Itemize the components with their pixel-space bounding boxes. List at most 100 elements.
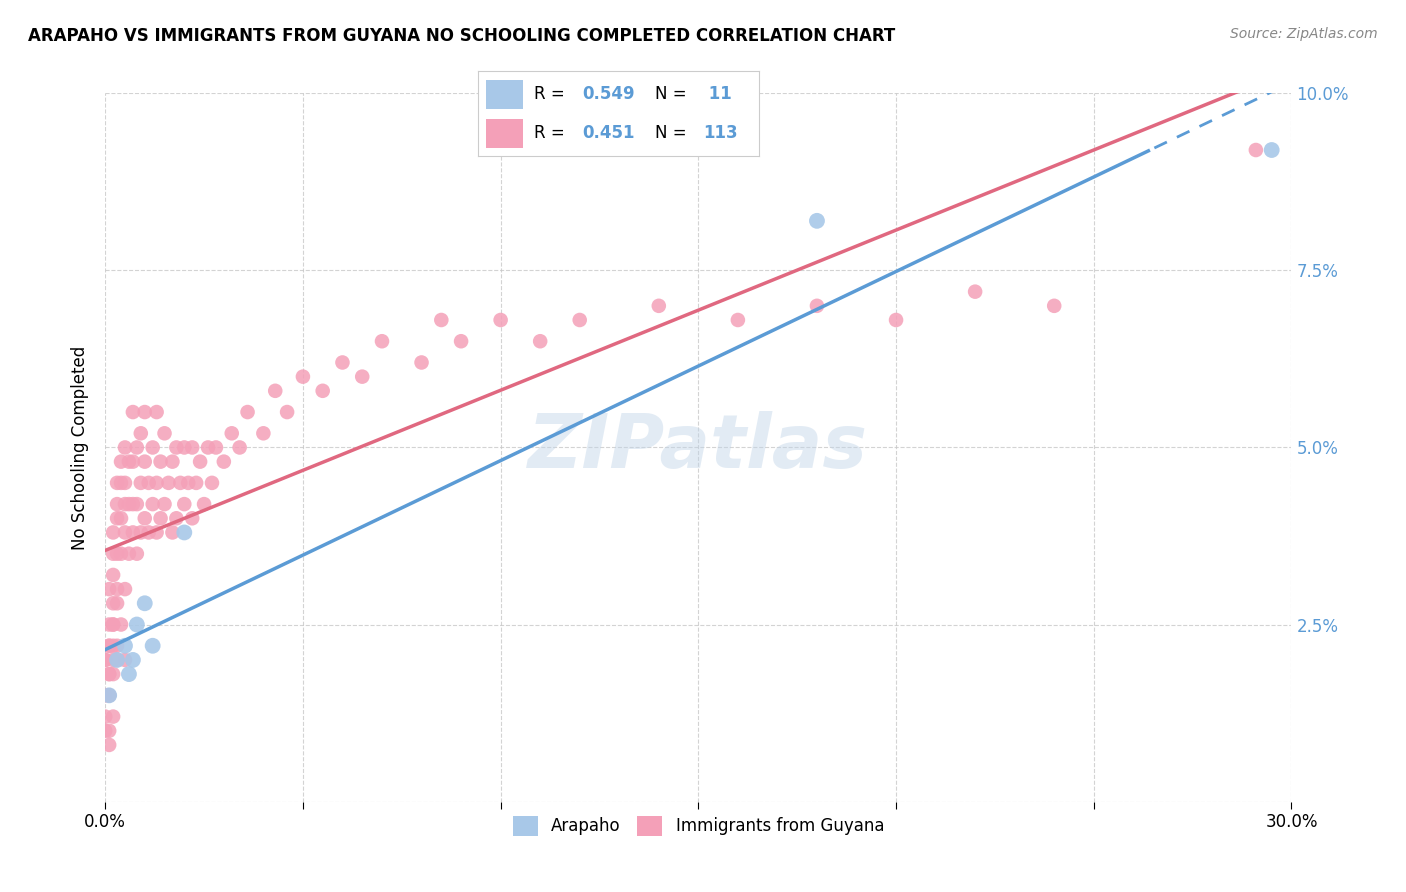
Point xyxy=(205,441,228,455)
Point xyxy=(173,497,195,511)
Point xyxy=(114,525,136,540)
Point xyxy=(162,455,184,469)
Point xyxy=(129,426,152,441)
Point xyxy=(118,497,141,511)
Point xyxy=(118,547,141,561)
Point xyxy=(105,511,128,525)
Point xyxy=(162,525,184,540)
Point xyxy=(122,653,145,667)
Point xyxy=(105,653,128,667)
Y-axis label: No Schooling Completed: No Schooling Completed xyxy=(72,345,89,549)
Point xyxy=(114,582,136,596)
Point xyxy=(332,355,354,369)
Point xyxy=(291,369,314,384)
Point xyxy=(94,653,117,667)
Point xyxy=(1260,143,1282,157)
Point xyxy=(165,511,187,525)
Point xyxy=(110,455,132,469)
Point xyxy=(122,455,145,469)
Point xyxy=(276,405,298,419)
Point xyxy=(98,738,121,752)
Point xyxy=(105,582,128,596)
Point xyxy=(648,299,671,313)
Point xyxy=(101,639,124,653)
Point xyxy=(149,455,172,469)
Point xyxy=(411,355,433,369)
Point xyxy=(186,475,208,490)
Point xyxy=(105,653,128,667)
Point xyxy=(430,313,453,327)
Point xyxy=(142,639,165,653)
Point xyxy=(965,285,987,299)
Text: 0.451: 0.451 xyxy=(582,124,634,142)
Point xyxy=(125,547,148,561)
FancyBboxPatch shape xyxy=(486,80,523,109)
Point xyxy=(101,568,124,582)
Point xyxy=(134,405,156,419)
Point xyxy=(114,639,136,653)
Point xyxy=(134,596,156,610)
Point xyxy=(727,313,749,327)
Point xyxy=(118,667,141,681)
Point xyxy=(122,497,145,511)
Point xyxy=(101,709,124,723)
Point xyxy=(105,639,128,653)
Point xyxy=(188,455,211,469)
Point xyxy=(529,334,551,349)
Point xyxy=(114,497,136,511)
Point xyxy=(173,525,195,540)
Point xyxy=(142,441,165,455)
Point xyxy=(201,475,224,490)
Text: R =: R = xyxy=(534,86,571,103)
Point xyxy=(165,441,187,455)
Point xyxy=(352,369,374,384)
Point xyxy=(114,475,136,490)
Point xyxy=(105,596,128,610)
Point xyxy=(98,617,121,632)
Point xyxy=(105,497,128,511)
Point xyxy=(450,334,472,349)
Point xyxy=(98,582,121,596)
Point xyxy=(101,596,124,610)
Point xyxy=(212,455,235,469)
Point xyxy=(110,617,132,632)
Point xyxy=(252,426,274,441)
Point xyxy=(110,511,132,525)
Point xyxy=(101,617,124,632)
Point xyxy=(105,547,128,561)
Text: 11: 11 xyxy=(703,86,731,103)
Point xyxy=(122,525,145,540)
Legend: Arapaho, Immigrants from Guyana: Arapaho, Immigrants from Guyana xyxy=(506,809,891,843)
Point xyxy=(98,689,121,703)
Point xyxy=(371,334,394,349)
Point xyxy=(125,497,148,511)
Point xyxy=(236,405,259,419)
Point xyxy=(169,475,191,490)
Point xyxy=(94,709,117,723)
Point xyxy=(125,441,148,455)
Point xyxy=(193,497,215,511)
Point xyxy=(94,723,117,738)
Point xyxy=(138,475,160,490)
Point xyxy=(145,405,167,419)
Point xyxy=(173,441,195,455)
Point xyxy=(98,689,121,703)
Point xyxy=(1043,299,1066,313)
Point xyxy=(142,497,165,511)
Point xyxy=(221,426,243,441)
Point xyxy=(181,441,204,455)
Point xyxy=(806,299,828,313)
Point xyxy=(98,667,121,681)
Point xyxy=(145,525,167,540)
Point xyxy=(197,441,219,455)
Point xyxy=(157,475,180,490)
Point xyxy=(98,723,121,738)
Point xyxy=(138,525,160,540)
Point xyxy=(98,639,121,653)
Text: R =: R = xyxy=(534,124,571,142)
Text: 113: 113 xyxy=(703,124,738,142)
Point xyxy=(110,547,132,561)
Point xyxy=(98,689,121,703)
Point xyxy=(118,455,141,469)
Text: 0.549: 0.549 xyxy=(582,86,634,103)
